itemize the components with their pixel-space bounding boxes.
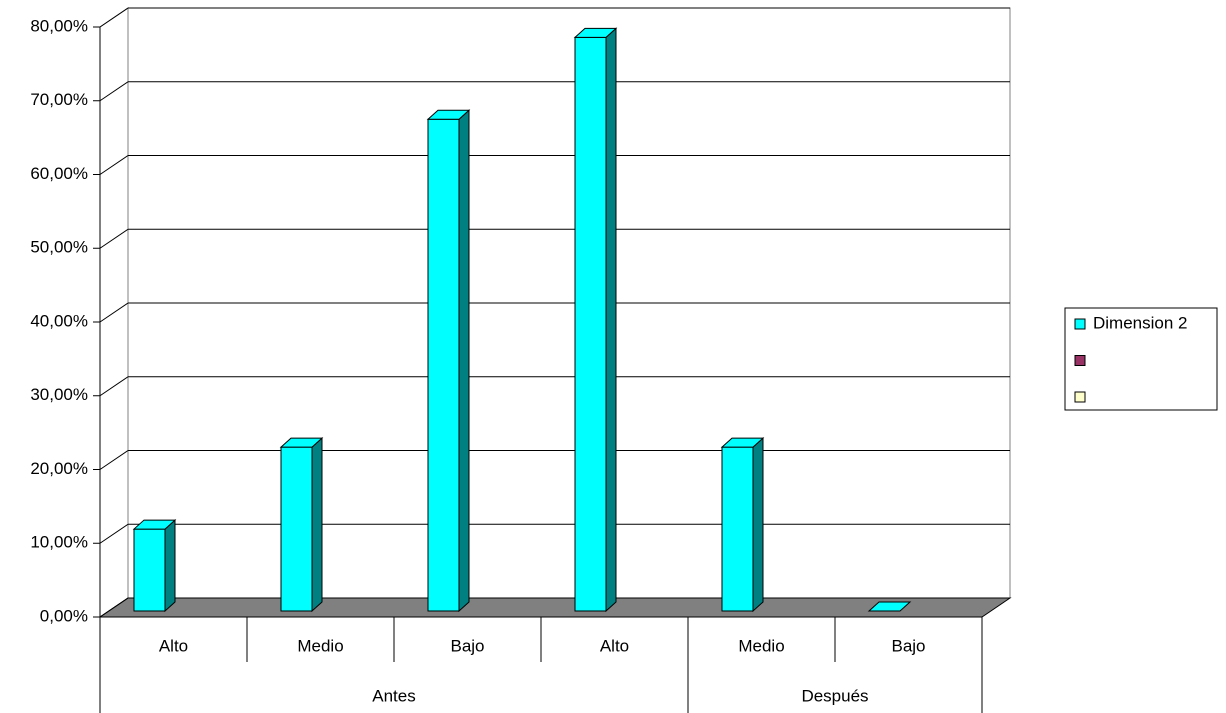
x-tick-label: Medio bbox=[297, 636, 343, 655]
bar-face bbox=[132, 519, 177, 530]
y-tick-label: 80,00% bbox=[30, 16, 88, 35]
y-tick-label: 40,00% bbox=[30, 311, 88, 330]
bar-face bbox=[311, 437, 323, 613]
bar-face bbox=[280, 446, 313, 612]
grid-line-side bbox=[99, 450, 129, 470]
y-tick-label: 60,00% bbox=[30, 164, 88, 183]
bar bbox=[720, 437, 765, 613]
bar bbox=[426, 109, 471, 613]
bar-face bbox=[426, 109, 471, 120]
y-tick-label: 0,00% bbox=[40, 606, 88, 625]
legend-label: Dimension 2 bbox=[1093, 313, 1188, 332]
bar bbox=[279, 437, 324, 613]
grid-line-side bbox=[99, 7, 129, 28]
bar-face bbox=[133, 528, 166, 612]
bar-face bbox=[867, 601, 912, 612]
grid-line-side bbox=[99, 155, 129, 175]
bar bbox=[573, 27, 618, 613]
x-tick-label: Bajo bbox=[450, 636, 484, 655]
bar-face bbox=[427, 118, 460, 612]
bar-face bbox=[573, 27, 618, 38]
group-label: Antes bbox=[372, 686, 415, 705]
y-tick-label: 30,00% bbox=[30, 385, 88, 404]
grid-line-side bbox=[99, 523, 129, 544]
bar-face bbox=[574, 36, 607, 612]
legend-swatch bbox=[1074, 391, 1086, 403]
bar bbox=[867, 601, 912, 612]
bar-face bbox=[752, 437, 764, 613]
x-tick-label: Alto bbox=[159, 636, 188, 655]
group-label: Después bbox=[801, 686, 868, 705]
grid-line-side bbox=[99, 81, 129, 102]
bar bbox=[132, 518, 177, 613]
bar-face bbox=[720, 437, 765, 448]
x-tick-label: Medio bbox=[738, 636, 784, 655]
y-tick-label: 50,00% bbox=[30, 238, 88, 257]
legend-swatch bbox=[1074, 355, 1086, 366]
y-tick-label: 20,00% bbox=[30, 459, 88, 478]
bar-face bbox=[164, 518, 176, 613]
bar-face bbox=[279, 437, 324, 448]
bar-face bbox=[721, 446, 754, 612]
y-tick-label: 70,00% bbox=[30, 90, 88, 109]
grid-line-side bbox=[99, 302, 129, 323]
bar-face bbox=[458, 109, 470, 613]
legend-box bbox=[1064, 307, 1218, 411]
grid-line-side bbox=[99, 597, 129, 618]
grid-line-side bbox=[99, 376, 129, 397]
x-tick-label: Bajo bbox=[891, 636, 925, 655]
y-tick-label: 10,00% bbox=[30, 533, 88, 552]
legend-swatch bbox=[1074, 318, 1086, 330]
bar-face bbox=[605, 27, 617, 613]
grid-line-side bbox=[99, 228, 129, 249]
x-tick-label: Alto bbox=[600, 636, 629, 655]
